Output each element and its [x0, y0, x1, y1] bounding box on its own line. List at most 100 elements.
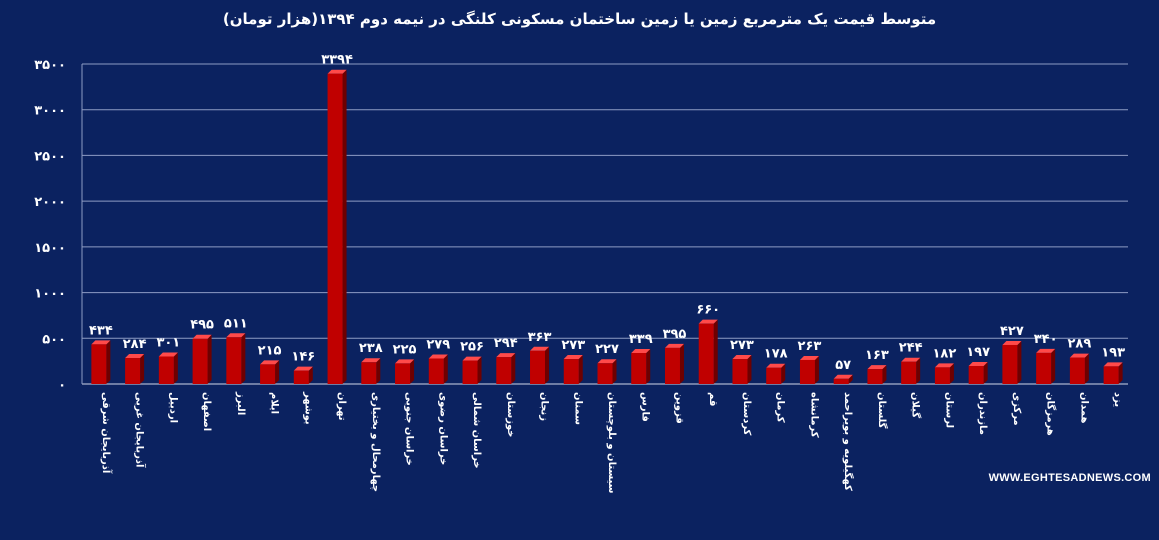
bar-front	[192, 338, 208, 384]
bar	[91, 340, 111, 384]
bar-top	[631, 349, 651, 354]
x-tick-label: فارس	[640, 392, 651, 422]
bar-side	[781, 363, 786, 384]
y-tick-label: ۵۰۰	[42, 332, 66, 347]
bar	[1103, 362, 1123, 384]
bar-front	[631, 353, 647, 384]
x-tick-label: چهارمحال و بختیاری	[370, 392, 381, 492]
data-label: ۲۳۸	[359, 341, 383, 356]
bar-front	[968, 365, 984, 384]
bar-side	[173, 352, 178, 384]
bar-side	[376, 358, 381, 384]
bar-front	[496, 357, 512, 384]
data-label: ۲۷۹	[426, 337, 450, 352]
bar	[563, 355, 583, 384]
bar-side	[443, 354, 448, 384]
bar	[799, 355, 819, 384]
data-label: ۵۱۱	[224, 316, 248, 331]
x-tick-label: لرستان	[943, 392, 954, 428]
data-label: ۶۶۰	[696, 303, 720, 318]
x-tick-label: سیستان و بلوچستان	[606, 392, 617, 494]
x-tick-label: بوشهر	[302, 391, 313, 425]
bar	[226, 333, 246, 384]
x-tick-label: یزد	[1112, 392, 1123, 407]
bar-front	[91, 344, 107, 384]
bar-top	[125, 354, 145, 359]
bar-front	[260, 364, 276, 384]
bar-side	[308, 366, 313, 384]
bar-side	[848, 374, 853, 384]
bar-front	[934, 367, 950, 384]
bar-front	[867, 369, 883, 384]
bar-top	[732, 355, 752, 360]
bar-front	[799, 359, 815, 384]
x-tick-label: تهران	[336, 392, 347, 421]
data-label: ۲۸۴	[123, 337, 147, 352]
data-label: ۳۶۳	[528, 330, 552, 345]
bar	[260, 360, 280, 384]
y-tick-label: ۰	[58, 378, 66, 393]
bar-top	[226, 333, 246, 338]
x-tick-label: آذربایجان غربی	[134, 392, 147, 468]
bar-top	[192, 334, 212, 339]
bar	[1036, 348, 1056, 384]
data-label: ۱۴۶	[291, 350, 315, 365]
bar-front	[361, 362, 377, 384]
bar-side	[545, 346, 550, 384]
bar-side	[1017, 340, 1022, 384]
bar-front	[1002, 344, 1018, 384]
x-tick-label: اردبیل	[167, 392, 178, 423]
bar-side	[646, 349, 651, 384]
data-label: ۱۹۳	[1101, 345, 1125, 360]
bar-side	[1051, 348, 1056, 384]
bar-front	[530, 350, 546, 384]
bar-top	[1069, 353, 1089, 358]
bar-top	[327, 69, 347, 74]
bar	[395, 359, 415, 384]
bar-side	[342, 69, 347, 384]
bar	[698, 319, 718, 384]
y-tick-label: ۳۰۰۰	[34, 104, 66, 119]
data-label: ۳۳۹	[629, 332, 653, 347]
y-tick-label: ۱۵۰۰	[34, 241, 66, 256]
bar-top	[766, 363, 786, 368]
bar-front	[395, 363, 411, 384]
bar-side	[882, 365, 887, 384]
x-tick-label: گیلان	[910, 392, 923, 418]
bar-top	[428, 354, 448, 359]
bar-front	[125, 358, 141, 384]
x-tick-label: همدان	[1078, 392, 1089, 423]
bar-side	[275, 360, 280, 384]
bar-top	[968, 361, 988, 366]
bar-front	[462, 360, 478, 384]
x-tick-label: خراسان جنوبی	[404, 392, 415, 466]
bar-side	[949, 363, 954, 384]
bar-side	[241, 333, 246, 384]
bar-front	[597, 363, 613, 384]
x-tick-label: البرز	[235, 391, 246, 415]
value-labels: ۴۳۴ ۲۸۴ ۳۰۱ ۴۹۵ ۵۱۱ ۲۱۵ ۱۴۶ ۳۳۹۴ ۲۳۸ ۲۲۵ ۲۷۹ ۲۵۶ ۲۹۴…	[89, 53, 1125, 373]
data-label: ۲۲۷	[595, 342, 619, 357]
bar-front	[901, 361, 917, 384]
bar	[597, 359, 617, 384]
bar-top	[158, 352, 178, 357]
bar-side	[578, 355, 583, 384]
bar-front	[428, 358, 444, 384]
y-tick-label: ۲۰۰۰	[34, 195, 66, 210]
bar-side	[106, 340, 111, 384]
bar-side	[1084, 353, 1089, 384]
bar-side	[1118, 362, 1123, 384]
x-tick-label: قزوین	[673, 392, 684, 424]
data-label: ۲۶۳	[798, 339, 822, 354]
bar-front	[664, 347, 680, 384]
bars	[91, 69, 1123, 384]
bar	[934, 363, 954, 384]
bar-top	[361, 358, 381, 363]
bar-top	[496, 353, 516, 358]
data-label: ۲۸۹	[1067, 337, 1091, 352]
bar-front	[226, 337, 242, 384]
bar	[1002, 340, 1022, 384]
bar-front	[1069, 357, 1085, 384]
x-axis-ticks: آذربایجان شرقی آذربایجان غربی اردبیل اصفهان…	[100, 391, 1123, 494]
data-label: ۱۸۲	[933, 346, 957, 361]
